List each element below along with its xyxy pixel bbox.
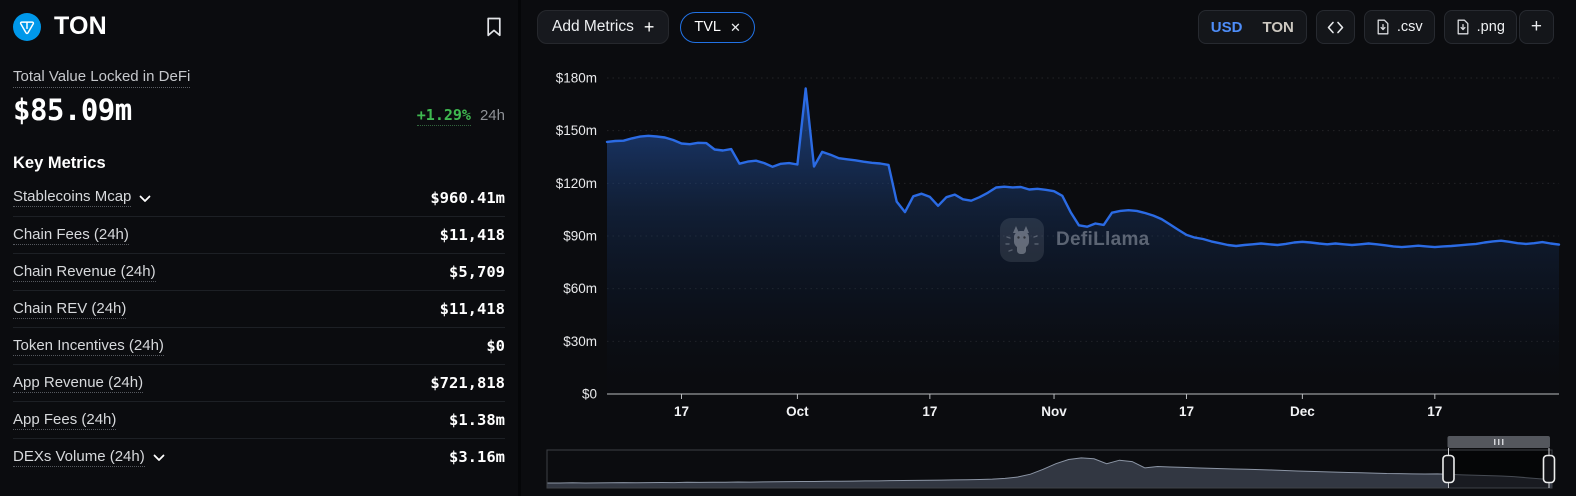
- x-axis: 17 Oct 17 Nov 17 Dec 17: [607, 393, 1559, 419]
- x-axis-tick-label: 17: [674, 404, 689, 419]
- brush-handle-left[interactable]: [1442, 454, 1455, 484]
- metric-value: $1.38m: [449, 411, 505, 429]
- drag-grip-icon[interactable]: [1498, 439, 1500, 445]
- x-axis-tick-label: Dec: [1290, 404, 1315, 419]
- chart-panel: Add Metrics + TVL ✕ USD TON: [521, 0, 1576, 496]
- y-axis-tick-label: $0: [582, 387, 597, 402]
- download-csv-label: .csv: [1396, 19, 1423, 35]
- sidebar: TON Total Value Locked in DeFi $85.09m +…: [0, 0, 518, 496]
- metric-row: App Revenue (24h) $721,818: [13, 364, 505, 401]
- metric-left: Token Incentives (24h): [13, 337, 164, 356]
- metric-row: Chain Fees (24h) $11,418: [13, 216, 505, 253]
- download-png-button[interactable]: .png: [1443, 10, 1517, 44]
- metric-value: $721,818: [430, 374, 505, 392]
- metric-value: $11,418: [439, 226, 505, 244]
- metric-left: Chain Fees (24h): [13, 226, 129, 245]
- metric-value: $3.16m: [449, 448, 505, 466]
- chevron-down-icon[interactable]: [139, 195, 151, 203]
- tvl-label[interactable]: Total Value Locked in DeFi: [13, 68, 191, 88]
- metric-pill-label: TVL: [694, 19, 721, 35]
- x-axis-tick-label: 17: [922, 404, 937, 419]
- metric-value: $5,709: [449, 263, 505, 281]
- metric-value: $0: [486, 337, 505, 355]
- tvl-change-24h[interactable]: +1.29%: [416, 106, 471, 126]
- metric-label[interactable]: App Revenue (24h): [13, 373, 144, 393]
- download-png-label: .png: [1476, 19, 1505, 35]
- y-axis-tick-label: $60m: [563, 281, 597, 296]
- metric-row: DEXs Volume (24h) $3.16m: [13, 438, 505, 475]
- brush-handle-right[interactable]: [1542, 454, 1556, 484]
- metric-label[interactable]: Token Incentives (24h): [13, 336, 164, 356]
- currency-toggle: USD TON: [1197, 10, 1307, 44]
- add-metrics-button[interactable]: Add Metrics +: [537, 10, 670, 44]
- metric-label[interactable]: App Fees (24h): [13, 410, 117, 430]
- embed-code-button[interactable]: [1315, 10, 1355, 44]
- y-axis-labels: $0 $30m $60m $90m $120m $150m $180m: [556, 71, 597, 402]
- metric-pill-tvl[interactable]: TVL ✕: [680, 11, 755, 43]
- file-download-icon: [1377, 19, 1389, 35]
- metric-label[interactable]: Chain REV (24h): [13, 299, 127, 319]
- drag-grip-icon[interactable]: [1502, 439, 1504, 445]
- tvl-block: Total Value Locked in DeFi $85.09m +1.29…: [13, 68, 505, 127]
- x-axis-tick-label: Nov: [1041, 404, 1067, 419]
- y-axis-tick-label: $180m: [556, 71, 597, 86]
- y-axis-tick-label: $30m: [563, 334, 597, 349]
- metric-value: $960.41m: [430, 188, 505, 207]
- chart-toolbar: Add Metrics + TVL ✕ USD TON: [521, 0, 1576, 52]
- add-chart-button[interactable]: +: [1518, 10, 1554, 44]
- metric-left: App Revenue (24h): [13, 373, 144, 393]
- tvl-line: [605, 87, 1561, 249]
- selection-overlay[interactable]: [1448, 450, 1549, 488]
- metric-row: Chain REV (24h) $11,418: [13, 290, 505, 327]
- download-csv-button[interactable]: .csv: [1363, 10, 1435, 44]
- timeline-brush[interactable]: [521, 434, 1575, 496]
- code-icon: [1327, 21, 1344, 33]
- coin-name: TON: [54, 12, 107, 40]
- metric-row: Stablecoins Mcap $960.41m: [13, 179, 505, 216]
- metric-value: $11,418: [439, 300, 505, 318]
- chart-area: $0 $30m $60m $90m $120m $150m $180m 17 Oct 17 Nov 1…: [521, 52, 1576, 434]
- y-axis-tick-label: $90m: [563, 229, 597, 244]
- metric-label[interactable]: Chain Fees (24h): [13, 225, 129, 245]
- add-metrics-label: Add Metrics: [552, 18, 634, 35]
- key-metrics-title: Key Metrics: [13, 154, 106, 172]
- metric-label[interactable]: DEXs Volume (24h): [13, 447, 145, 467]
- drag-grip-icon[interactable]: [1494, 439, 1496, 445]
- tvl-change-period: 24h: [479, 107, 505, 124]
- metric-left: Stablecoins Mcap: [13, 188, 151, 207]
- chevron-down-icon[interactable]: [153, 454, 165, 462]
- tvl-value: $85.09m: [13, 93, 132, 127]
- plus-icon: +: [643, 17, 655, 37]
- metric-left: Chain Revenue (24h): [13, 263, 156, 282]
- currency-usd-button[interactable]: USD: [1201, 11, 1253, 43]
- metric-left: Chain REV (24h): [13, 299, 127, 319]
- minimap-line: [547, 457, 1553, 484]
- file-download-icon: [1457, 19, 1469, 35]
- metric-label[interactable]: Chain Revenue (24h): [13, 262, 156, 282]
- minimap-area: [547, 457, 1552, 488]
- coin-header: TON: [13, 0, 505, 42]
- x-axis-tick-label: 17: [1427, 404, 1442, 419]
- x-axis-tick-label: Oct: [786, 404, 809, 419]
- bookmark-icon[interactable]: [483, 14, 505, 40]
- currency-ton-button[interactable]: TON: [1252, 11, 1303, 43]
- tvl-area: [607, 88, 1559, 394]
- metric-left: App Fees (24h): [13, 410, 117, 430]
- close-icon[interactable]: ✕: [729, 19, 741, 35]
- metric-label[interactable]: Stablecoins Mcap: [13, 188, 132, 207]
- metric-row: Chain Revenue (24h) $5,709: [13, 253, 505, 290]
- y-axis-tick-label: $120m: [556, 176, 597, 191]
- key-metrics-list: Stablecoins Mcap $960.41m Chain Fees (24h)…: [13, 179, 505, 475]
- ton-logo-icon: [13, 12, 41, 41]
- metric-row: App Fees (24h) $1.38m: [13, 401, 505, 438]
- x-axis-tick-label: 17: [1179, 404, 1194, 419]
- y-axis-tick-label: $150m: [556, 123, 597, 138]
- metric-left: DEXs Volume (24h): [13, 448, 165, 467]
- metric-row: Token Incentives (24h) $0: [13, 327, 505, 364]
